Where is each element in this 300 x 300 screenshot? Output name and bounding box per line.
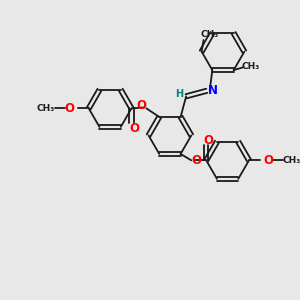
Text: CH₃: CH₃ — [200, 30, 218, 39]
Text: O: O — [203, 134, 213, 147]
Text: O: O — [64, 102, 74, 115]
Text: O: O — [129, 122, 140, 135]
Text: CH₃: CH₃ — [241, 62, 259, 71]
Text: O: O — [191, 154, 201, 167]
Text: CH₃: CH₃ — [37, 104, 55, 113]
Text: CH₃: CH₃ — [283, 156, 300, 165]
Text: O: O — [136, 99, 147, 112]
Text: O: O — [263, 154, 273, 167]
Text: H: H — [175, 89, 183, 99]
Text: N: N — [208, 84, 218, 97]
